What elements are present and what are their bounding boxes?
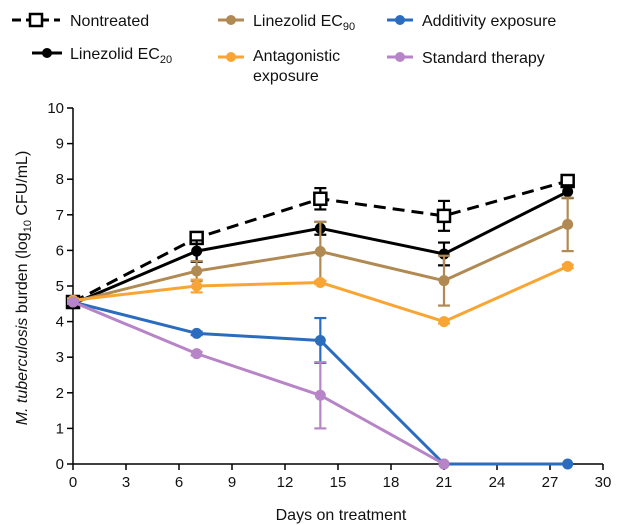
data-point-standard-0 [67, 296, 79, 308]
legend-antagonistic-label-line1: Antagonistic [253, 48, 340, 65]
legend-ec20-label: Linezolid EC20 [70, 46, 172, 66]
data-point-standard-2 [314, 389, 326, 401]
y-axis-title-tail: CFU/mL) [14, 151, 31, 220]
legend-antagonistic-marker [226, 52, 236, 62]
y-tick-label-7: 7 [56, 207, 64, 224]
x-tick-label-3: 9 [228, 474, 236, 491]
x-axis-title: Days on treatment [276, 507, 407, 524]
y-tick-label-2: 2 [56, 385, 64, 402]
legend-nontreated-marker [28, 12, 44, 28]
y-tick-label-3: 3 [56, 349, 64, 366]
y-tick-label-10: 10 [47, 100, 64, 117]
y-axis-title-main: burden (log [14, 232, 31, 317]
data-point-nontreated-2 [313, 191, 328, 207]
data-point-standard-3 [438, 458, 450, 470]
x-tick-label-5: 15 [330, 474, 347, 491]
legend-standard-marker [395, 52, 405, 62]
data-point-additivity-2 [314, 334, 326, 346]
legend-entry-antagonistic: Antagonistic exposure [218, 48, 340, 85]
data-point-antagonistic-4 [562, 260, 574, 272]
data-point-ec90-2 [314, 245, 326, 257]
y-tick-label-1: 1 [56, 420, 64, 437]
legend-additivity-marker [395, 15, 405, 25]
x-tick-label-6: 18 [383, 474, 400, 491]
legend-nontreated-label: Nontreated [70, 13, 149, 30]
data-point-antagonistic-1 [191, 280, 203, 292]
x-tick-label-8: 24 [489, 474, 506, 491]
x-tick-label-9: 27 [542, 474, 559, 491]
data-point-ec90-4 [562, 218, 574, 230]
data-point-antagonistic-3 [438, 316, 450, 328]
series-line-standard [72, 300, 445, 466]
data-point-ec20-4 [562, 186, 574, 198]
x-ticks: 0 3 6 9 12 15 18 21 24 27 30 [69, 464, 612, 491]
legend-entry-ec90: Linezolid EC90 [218, 13, 355, 33]
y-tick-label-8: 8 [56, 171, 64, 188]
y-tick-label-9: 9 [56, 136, 64, 153]
x-tick-label-10: 30 [595, 474, 612, 491]
data-point-antagonistic-2 [314, 276, 326, 288]
legend-ec90-sub: 90 [343, 21, 355, 33]
data-point-ec90-3 [438, 275, 450, 287]
x-tick-label-4: 12 [277, 474, 294, 491]
legend-entry-ec20: Linezolid EC20 [32, 46, 172, 66]
legend-ec90-label: Linezolid EC90 [253, 13, 355, 33]
legend-standard-label: Standard therapy [422, 50, 545, 67]
data-point-nontreated-3 [436, 208, 452, 224]
data-point-additivity-1 [191, 327, 203, 339]
legend-ec20-sub: 20 [160, 54, 172, 66]
y-axis-title-italic: M. tuberculosis [14, 318, 31, 426]
legend-entry-additivity: Additivity exposure [387, 13, 556, 30]
x-tick-label-1: 3 [122, 474, 130, 491]
x-tick-label-0: 0 [69, 474, 77, 491]
legend-entry-standard: Standard therapy [387, 50, 545, 67]
y-tick-label-5: 5 [56, 278, 64, 295]
series-antagonistic [67, 260, 574, 328]
y-tick-label-0: 0 [56, 456, 64, 473]
y-tick-label-6: 6 [56, 242, 64, 259]
legend-additivity-label: Additivity exposure [422, 13, 556, 30]
legend: Nontreated Linezolid EC20 Linezolid EC90… [12, 12, 556, 85]
legend-ec20-main: Linezolid EC [70, 46, 160, 63]
data-point-ec20-1 [191, 245, 203, 257]
data-point-additivity-4 [562, 458, 574, 470]
legend-ec20-marker [42, 48, 52, 58]
x-tick-label-2: 6 [175, 474, 183, 491]
legend-entry-nontreated: Nontreated [12, 12, 149, 30]
legend-ec90-marker [226, 15, 236, 25]
x-tick-label-7: 21 [436, 474, 453, 491]
y-axis-title: M. tuberculosis burden (log10 CFU/mL) [14, 151, 34, 426]
data-point-ec90-1 [191, 265, 203, 277]
legend-antagonistic-label-line2: exposure [253, 68, 319, 85]
legend-ec90-main: Linezolid EC [253, 13, 343, 30]
y-tick-label-4: 4 [56, 314, 64, 331]
series-layer [65, 173, 575, 470]
data-point-standard-1 [191, 348, 203, 360]
y-axis-title-sub: 10 [22, 220, 34, 232]
y-ticks: 0 1 2 3 4 5 6 7 8 9 10 [47, 100, 73, 473]
series-standard [67, 296, 450, 470]
